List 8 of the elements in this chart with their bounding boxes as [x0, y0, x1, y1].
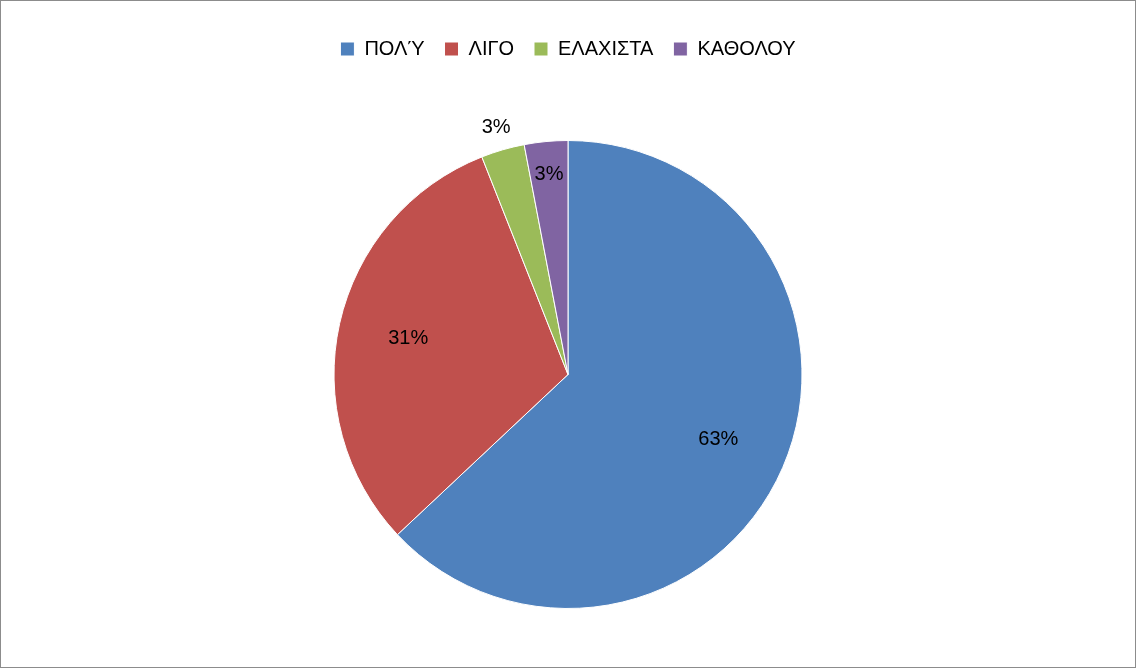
data-label: 31%	[388, 326, 429, 349]
data-label: 63%	[698, 427, 739, 450]
legend-label: ΛΙΓΟ	[468, 36, 515, 59]
legend-label: ΠΟΛΎ	[364, 36, 425, 59]
data-label: 3%	[481, 114, 511, 137]
legend-label: ΚΑΘΟΛΟΥ	[697, 36, 796, 59]
legend-label: ΕΛΑΧΙΣΤΑ	[558, 36, 655, 59]
data-label: 3%	[534, 161, 564, 184]
